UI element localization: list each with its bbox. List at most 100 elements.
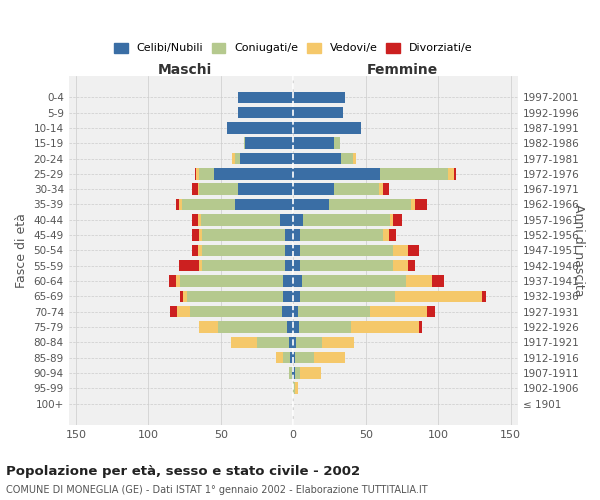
Bar: [370, 306, 427, 318]
Bar: [293, 352, 295, 364]
Bar: [202, 230, 284, 241]
Bar: [301, 244, 393, 256]
Bar: [393, 260, 408, 272]
Bar: [238, 107, 293, 118]
Bar: [179, 260, 199, 272]
Bar: [293, 122, 361, 134]
Bar: [293, 336, 296, 348]
Bar: [199, 230, 202, 241]
Bar: [197, 184, 199, 195]
Bar: [301, 260, 393, 272]
Bar: [301, 290, 395, 302]
Text: Femmine: Femmine: [366, 64, 437, 78]
Bar: [192, 214, 197, 226]
Bar: [179, 198, 182, 210]
Bar: [295, 382, 298, 394]
Bar: [293, 306, 298, 318]
Bar: [289, 336, 293, 348]
Bar: [197, 214, 200, 226]
Bar: [292, 367, 293, 378]
Bar: [192, 184, 197, 195]
Legend: Celibi/Nubili, Coniugati/e, Vedovi/e, Divorziati/e: Celibi/Nubili, Coniugati/e, Vedovi/e, Di…: [111, 40, 475, 56]
Bar: [296, 336, 322, 348]
Bar: [293, 92, 346, 103]
Bar: [299, 321, 351, 332]
Bar: [214, 168, 293, 179]
Bar: [235, 153, 239, 164]
Bar: [389, 230, 396, 241]
Bar: [408, 260, 415, 272]
Bar: [187, 290, 283, 302]
Bar: [280, 214, 293, 226]
Bar: [334, 138, 340, 149]
Bar: [196, 168, 199, 179]
Bar: [406, 276, 433, 287]
Bar: [383, 230, 389, 241]
Bar: [293, 198, 329, 210]
Bar: [281, 306, 293, 318]
Bar: [433, 276, 444, 287]
Bar: [391, 214, 393, 226]
Text: COMUNE DI MONEGLIA (GE) - Dati ISTAT 1° gennaio 2002 - Elaborazione TUTTITALIA.I: COMUNE DI MONEGLIA (GE) - Dati ISTAT 1° …: [6, 485, 428, 495]
Bar: [232, 153, 235, 164]
Bar: [293, 260, 301, 272]
Bar: [235, 198, 293, 210]
Bar: [180, 276, 283, 287]
Bar: [176, 198, 179, 210]
Bar: [284, 230, 293, 241]
Bar: [341, 153, 353, 164]
Bar: [353, 153, 356, 164]
Bar: [293, 367, 295, 378]
Bar: [304, 214, 391, 226]
Bar: [301, 367, 321, 378]
Bar: [383, 184, 389, 195]
Bar: [245, 138, 293, 149]
Bar: [283, 352, 290, 364]
Bar: [329, 198, 410, 210]
Bar: [169, 276, 176, 287]
Bar: [293, 153, 341, 164]
Bar: [202, 260, 284, 272]
Bar: [289, 367, 292, 378]
Bar: [293, 214, 304, 226]
Bar: [295, 367, 301, 378]
Bar: [293, 382, 295, 394]
Bar: [197, 244, 202, 256]
Bar: [379, 184, 383, 195]
Bar: [301, 230, 383, 241]
Bar: [290, 352, 293, 364]
Bar: [199, 260, 202, 272]
Bar: [284, 244, 293, 256]
Bar: [380, 168, 448, 179]
Bar: [257, 336, 289, 348]
Bar: [427, 306, 435, 318]
Bar: [293, 244, 301, 256]
Bar: [202, 244, 284, 256]
Bar: [180, 290, 183, 302]
Bar: [293, 184, 334, 195]
Bar: [192, 230, 199, 241]
Bar: [218, 321, 287, 332]
Text: Popolazione per età, sesso e stato civile - 2002: Popolazione per età, sesso e stato civil…: [6, 464, 360, 477]
Bar: [419, 321, 422, 332]
Y-axis label: Anni di nascita: Anni di nascita: [572, 204, 585, 296]
Bar: [170, 306, 178, 318]
Bar: [199, 184, 238, 195]
Text: Maschi: Maschi: [157, 64, 212, 78]
Bar: [322, 336, 354, 348]
Bar: [192, 244, 197, 256]
Bar: [410, 198, 415, 210]
Bar: [293, 168, 380, 179]
Bar: [293, 321, 299, 332]
Bar: [227, 122, 293, 134]
Bar: [482, 290, 486, 302]
Bar: [200, 214, 280, 226]
Bar: [195, 168, 196, 179]
Bar: [283, 276, 293, 287]
Bar: [231, 336, 257, 348]
Bar: [199, 321, 218, 332]
Bar: [298, 306, 370, 318]
Bar: [415, 198, 427, 210]
Bar: [182, 198, 235, 210]
Bar: [244, 138, 245, 149]
